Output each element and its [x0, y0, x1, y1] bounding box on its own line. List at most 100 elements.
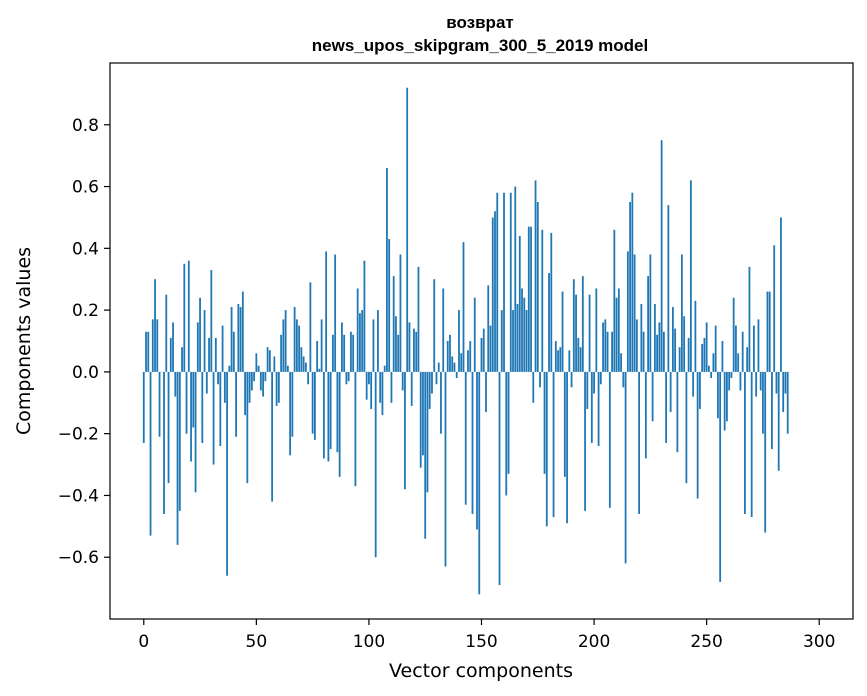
bar-152	[485, 371, 487, 413]
bar-71	[302, 356, 305, 372]
bar-224	[647, 276, 650, 372]
bar-201	[595, 288, 598, 372]
bar-149	[478, 371, 481, 595]
bar-191	[572, 279, 575, 372]
bar-244	[692, 371, 695, 397]
bar-157	[496, 192, 499, 372]
bar-248	[701, 344, 704, 372]
bar-165	[514, 186, 517, 372]
bar-99	[365, 371, 368, 400]
bar-279	[771, 371, 773, 450]
bar-270	[750, 371, 753, 518]
bar-251	[708, 365, 710, 372]
bar-237	[676, 371, 679, 453]
bar-128	[431, 371, 433, 394]
bar-85	[334, 254, 337, 372]
bar-56	[268, 350, 271, 372]
bar-264	[737, 353, 740, 372]
bar-50	[255, 353, 258, 372]
bar-285	[784, 371, 787, 394]
chart-title-line1: возврат	[446, 13, 513, 32]
bar-151	[482, 328, 485, 372]
bar-140	[458, 310, 460, 372]
bar-250	[705, 322, 708, 372]
bar-150	[480, 337, 483, 372]
bar-273	[757, 319, 760, 372]
bar-120	[413, 328, 415, 372]
bar-97	[361, 310, 364, 372]
bar-74	[309, 282, 312, 372]
bar-245	[694, 300, 697, 372]
bar-262	[732, 297, 735, 372]
bar-169	[523, 297, 526, 372]
bar-1	[145, 331, 147, 372]
bar-117	[406, 87, 409, 372]
bar-267	[744, 371, 746, 514]
bar-73	[307, 371, 310, 385]
bar-92	[350, 331, 352, 372]
bar-188	[566, 371, 568, 524]
bar-205	[604, 319, 607, 372]
bar-167	[518, 235, 521, 372]
bar-47	[248, 371, 251, 403]
y-tick-label: −0.6	[58, 548, 99, 568]
bar-160	[503, 192, 505, 372]
bar-37	[226, 371, 228, 576]
bar-93	[352, 334, 355, 372]
bar-65	[289, 371, 292, 456]
bar-178	[543, 371, 546, 474]
bar-147	[473, 297, 476, 372]
bar-112	[395, 316, 397, 372]
bar-196	[584, 371, 586, 511]
bar-130	[435, 371, 438, 385]
bar-81	[325, 251, 328, 372]
bar-9	[163, 371, 165, 514]
bar-98	[363, 260, 366, 372]
bar-79	[320, 319, 323, 372]
bar-172	[530, 226, 532, 372]
x-tick-label: 250	[690, 632, 722, 652]
y-tick-label: 0.0	[72, 363, 99, 383]
bar-209	[613, 229, 616, 372]
bar-234	[669, 371, 672, 413]
bar-263	[735, 325, 737, 372]
bar-179	[545, 371, 548, 527]
bar-187	[563, 371, 566, 477]
bar-53	[262, 371, 264, 397]
bar-87	[338, 371, 341, 477]
bar-48	[250, 371, 253, 391]
bar-75	[311, 371, 314, 434]
bar-283	[780, 217, 782, 372]
bar-35	[221, 325, 224, 372]
bar-257	[721, 341, 724, 372]
x-tick-label: 50	[246, 632, 268, 652]
bar-217	[631, 192, 634, 372]
bar-20	[187, 260, 190, 372]
bar-148	[476, 371, 478, 530]
bar-34	[219, 371, 222, 447]
y-axis-label: Components values	[13, 247, 35, 435]
bar-25	[199, 297, 201, 372]
bar-235	[671, 307, 674, 372]
bar-6	[156, 319, 159, 372]
bar-232	[665, 371, 668, 443]
bar-158	[498, 371, 501, 586]
bar-242	[687, 337, 690, 372]
x-tick-label: 150	[465, 632, 497, 652]
bar-67	[293, 307, 296, 372]
bar-69	[298, 325, 301, 372]
bar-59	[275, 371, 278, 406]
bar-161	[505, 371, 508, 496]
bar-231	[662, 331, 665, 372]
bar-83	[329, 371, 332, 450]
bar-66	[291, 371, 294, 437]
bar-256	[719, 371, 722, 582]
bar-91	[347, 371, 350, 382]
bar-68	[295, 319, 298, 372]
bar-204	[602, 322, 604, 372]
bar-221	[640, 303, 643, 372]
bar-192	[575, 294, 577, 372]
bar-194	[579, 347, 582, 372]
bar-64	[286, 365, 289, 372]
